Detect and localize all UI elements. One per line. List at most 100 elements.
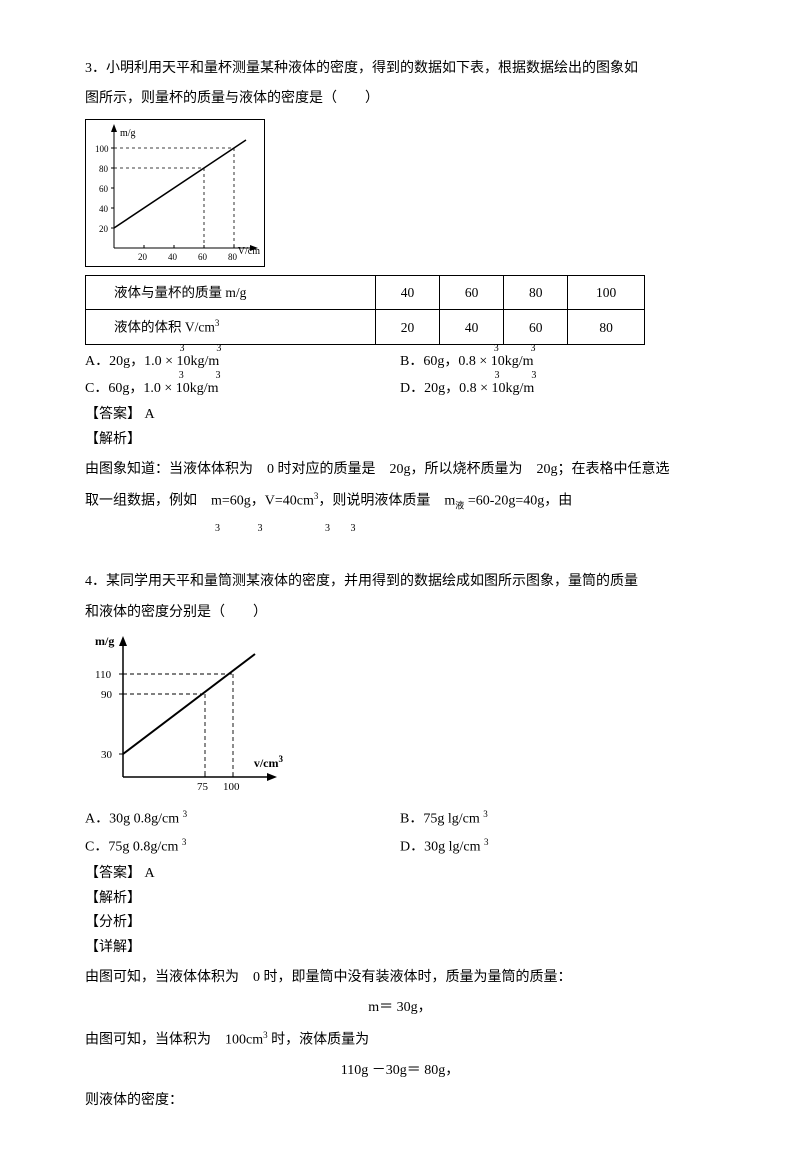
q4-xlabel-sup: 3: [279, 754, 284, 764]
q3-d-sup2: 3: [531, 368, 536, 384]
q3-answer-val: A: [145, 407, 155, 422]
q3-sub-0: 3: [215, 523, 220, 534]
q4-answer-val: A: [145, 866, 155, 881]
q3-sub-3: 3: [351, 523, 356, 534]
q3-al1d: 20g；在表格中任意选: [537, 462, 670, 477]
q3-sub-2: 3: [325, 523, 330, 534]
q4-ytick-90: 90: [101, 689, 113, 701]
q4-dl2c: 时，液体质量为: [268, 1032, 370, 1047]
q3-b-sup2: 3: [531, 341, 536, 357]
q4-xlabel-text: v/cm: [254, 756, 279, 770]
q3-ytick-40: 40: [99, 204, 109, 214]
q3-c-val: 60g，: [108, 381, 143, 396]
q4-fenxi-label: 【分析】: [85, 912, 715, 934]
q3-b-prefix: B．: [400, 354, 423, 369]
q3-r1c1: 40: [376, 275, 440, 310]
q4-option-a: A．30g 0.8g/cm 3: [85, 807, 400, 831]
q3-a-coeff: 1.0 ×: [144, 354, 173, 369]
q3-options: A．20g，1.0 × 310kg/m3 B．60g，0.8 × 310kg/m…: [85, 349, 715, 402]
q4-d-sup: 3: [484, 837, 489, 847]
q3-c-prefix: C．: [85, 381, 108, 396]
q4-dl1a: 由图可知，当液体体积为: [85, 970, 253, 985]
q4-xtick-75: 75: [197, 781, 209, 793]
q3-b-val: 60g，: [423, 354, 458, 369]
q3-r1c4: 100: [568, 275, 645, 310]
q4-a-val: 30g 0.8g/cm: [109, 812, 183, 827]
q4-d-prefix: D．: [400, 840, 424, 855]
q4-ylabel: m/g: [95, 632, 114, 651]
q4-xtick-100: 100: [223, 781, 240, 793]
q4-option-c: C．75g 0.8g/cm 3: [85, 835, 400, 859]
q4-dl2b: 100cm: [225, 1032, 263, 1047]
q3-ytick-100: 100: [95, 144, 109, 154]
q4-text1: 某同学用天平和量筒测某液体的密度，并用得到的数据绘成如图所示图象，量筒的质量: [106, 574, 638, 589]
q3-b-sup1: 3: [494, 341, 499, 357]
q3-r2c2: 40: [440, 310, 504, 345]
q3-ytick-60: 60: [99, 184, 109, 194]
q3-al2f: =60-20g=40g，由: [464, 494, 572, 509]
q3-d-sup1: 3: [495, 368, 500, 384]
q4-dl2b-sup: 3: [263, 1030, 268, 1040]
q3-c-coeff: 1.0 ×: [143, 381, 172, 396]
q3-row2-head-text: 液体的体积 V/cm: [114, 320, 215, 335]
q3-b-coeff: 0.8 ×: [458, 354, 487, 369]
q4-xlabel: v/cm3: [254, 752, 283, 773]
q3-data-table: 液体与量杯的质量 m/g 40 60 80 100 液体的体积 V/cm3 20…: [85, 275, 645, 346]
q3-analysis-label: 【解析】: [85, 429, 715, 451]
q3-option-a: A．20g，1.0 × 310kg/m3: [85, 351, 400, 373]
q4-b-sup: 3: [483, 809, 488, 819]
q4-dl1b: 0 时，即量筒中没有装液体时，质量为量筒的质量：: [253, 970, 572, 985]
q4-a-sup: 3: [183, 809, 188, 819]
q3-ylabel: m/g: [120, 126, 136, 142]
q3-a-val: 20g，: [109, 354, 144, 369]
q3-ytick-20: 20: [99, 224, 109, 234]
q3-c-sup2: 3: [216, 368, 221, 384]
q3-c-sup1: 3: [179, 368, 184, 384]
table-row: 液体与量杯的质量 m/g 40 60 80 100: [86, 275, 645, 310]
q4-detail-line1: 由图可知，当液体体积为 0 时，即量筒中没有装液体时，质量为量筒的质量：: [85, 967, 715, 989]
q3-al1a: 由图象知道：当液体体积为: [85, 462, 267, 477]
q3-al1c: 20g，所以烧杯质量为: [390, 462, 537, 477]
q3-a-sup1: 3: [180, 341, 185, 357]
q3-option-c: C．60g，1.0 × 310kg/m3: [85, 378, 400, 400]
q3-analysis-subs: 3 3 3 3: [85, 521, 715, 537]
q3-al2b: m=60g，: [211, 494, 265, 509]
q4-b-val: 75g lg/cm: [423, 812, 483, 827]
q3-d-val: 20g，: [424, 381, 459, 396]
q4-option-d: D．30g lg/cm 3: [400, 835, 715, 859]
q4-stem-line1: 4．某同学用天平和量筒测某液体的密度，并用得到的数据绘成如图所示图象，量筒的质量: [85, 571, 715, 593]
q3-option-b: B．60g，0.8 × 310kg/m3: [400, 351, 715, 373]
table-row: 液体的体积 V/cm3 20 40 60 80: [86, 310, 645, 345]
q4-d-val: 30g lg/cm: [424, 840, 484, 855]
q3-ytick-80: 80: [99, 164, 109, 174]
q3-row2-head-sup: 3: [215, 318, 220, 328]
q3-a-prefix: A．: [85, 354, 109, 369]
q3-al2c-sup: 3: [314, 491, 319, 501]
q3-al2a: 取一组数据，例如: [85, 494, 211, 509]
q3-analysis-line2: 取一组数据，例如 m=60g，V=40cm3，则说明液体质量 m液 =60-20…: [85, 489, 715, 513]
q4-b-prefix: B．: [400, 812, 423, 827]
q3-option-d: D．20g，0.8 × 310kg/m3: [400, 378, 715, 400]
q4-c-sup: 3: [182, 837, 187, 847]
q4-option-b: B．75g lg/cm 3: [400, 807, 715, 831]
q3-number: 3．: [85, 61, 106, 76]
q4-stem-line2: 和液体的密度分别是（ ）: [85, 602, 715, 624]
q3-al2e-sub: 液: [455, 501, 464, 511]
q3-row2-head: 液体的体积 V/cm3: [86, 310, 376, 345]
q3-al2c: V=40cm: [265, 494, 314, 509]
q4-detail-label: 【详解】: [85, 937, 715, 959]
q4-ytick-30: 30: [101, 749, 113, 761]
q4-eq2: 110g －30g＝ 80g，: [85, 1060, 715, 1082]
q3-analysis-line1: 由图象知道：当液体体积为 0 时对应的质量是 20g，所以烧杯质量为 20g；在…: [85, 459, 715, 481]
q3-answer: 【答案】 A: [85, 404, 715, 426]
q4-c-val: 75g 0.8g/cm: [108, 840, 182, 855]
q3-r2c4: 80: [568, 310, 645, 345]
q3-r2c1: 20: [376, 310, 440, 345]
q3-al2d: ，则说明液体质量: [318, 494, 444, 509]
q3-stem-line1: 3．小明利用天平和量杯测量某种液体的密度，得到的数据如下表，根据数据绘出的图象如: [85, 58, 715, 80]
q3-sub-1: 3: [258, 523, 263, 534]
q4-eq1: m＝ 30g，: [85, 997, 715, 1019]
q4-detail-line3: 则液体的密度：: [85, 1090, 715, 1112]
q3-r1c3: 80: [504, 275, 568, 310]
q3-d-base-wrap: 310kg/m3: [492, 378, 535, 400]
